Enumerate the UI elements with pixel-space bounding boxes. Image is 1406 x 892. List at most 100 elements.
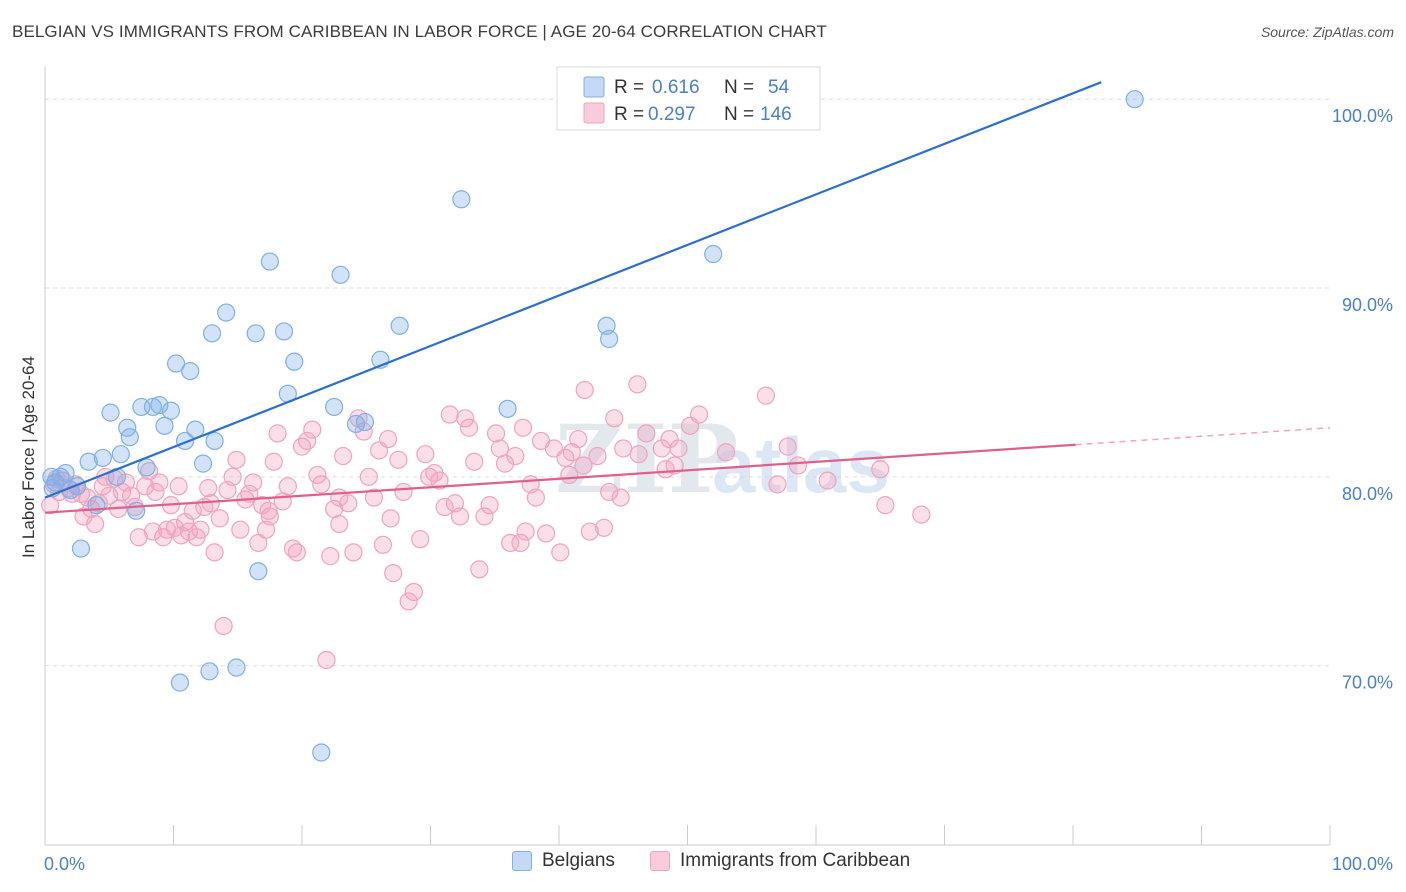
gridlines — [45, 98, 1330, 667]
watermark-atlas: atlas — [712, 421, 890, 509]
belgian-point — [193, 454, 213, 473]
y-tick-labels: 70.0% 80.0% 90.0% 100.0% — [1332, 106, 1393, 692]
legend-n-value-belgians: 54 — [768, 77, 790, 98]
caribbean-point — [537, 524, 556, 543]
belgian-point — [217, 303, 236, 322]
caribbean-trendline-extension — [1075, 426, 1331, 446]
caribbean-point — [394, 482, 413, 502]
caribbean-point — [600, 482, 619, 502]
caribbean-point — [143, 522, 163, 541]
belgian-point — [355, 412, 375, 432]
caribbean-point — [191, 520, 210, 539]
caribbean-point — [364, 488, 384, 507]
belgian-point — [166, 354, 186, 373]
y-tick-label: 90.0% — [1342, 295, 1393, 315]
belgian-point — [704, 244, 723, 264]
caribbean-point — [169, 477, 188, 496]
belgian-point — [260, 252, 279, 271]
belgian-point — [111, 445, 130, 464]
belgian-point — [101, 403, 120, 422]
caribbean-point — [308, 465, 327, 485]
caribbean-point — [486, 424, 506, 443]
caribbean-point — [516, 522, 535, 541]
belgian-point — [246, 324, 265, 343]
caribbean-point — [818, 471, 837, 490]
caribbean-point — [378, 429, 398, 449]
legend-n-label-belgians: N = — [724, 77, 754, 98]
legend-item-caribbean: Immigrants from Caribbean — [650, 850, 910, 872]
legend-r-value-belgians: 0.616 — [652, 77, 700, 98]
caribbean-point — [456, 409, 475, 428]
caribbean-point — [689, 405, 709, 424]
caribbean-point — [450, 507, 470, 526]
caribbean-point — [628, 375, 647, 394]
caribbean-point — [373, 535, 393, 554]
belgian-point — [600, 329, 619, 349]
caribbean-point — [470, 560, 489, 579]
caribbean-point — [260, 507, 279, 526]
legend-n-label-caribbean: N = — [724, 104, 754, 125]
belgian-point — [227, 658, 246, 677]
caribbean-point — [214, 616, 233, 636]
legend-swatch-caribbean — [583, 102, 605, 124]
caribbean-point — [86, 514, 105, 534]
belgian-point — [181, 361, 200, 381]
y-tick-label: 70.0% — [1342, 673, 1393, 693]
watermark-zip: ZIP — [555, 405, 738, 515]
caribbean-point — [330, 488, 349, 507]
caribbean-point — [278, 477, 297, 496]
belgian-point — [325, 397, 344, 417]
caribbean-point — [511, 533, 530, 553]
caribbean-point — [330, 514, 349, 534]
caribbean-point — [303, 420, 322, 439]
belgian-point — [143, 397, 163, 417]
belgian-point — [93, 448, 112, 468]
legend-r-value-caribbean: 0.297 — [648, 104, 696, 125]
belgian-point — [249, 562, 268, 581]
caribbean-point — [513, 418, 533, 437]
caribbean-point — [459, 418, 479, 437]
legend-swatch-caribbean-bottom — [650, 851, 670, 871]
caribbean-point — [506, 446, 525, 466]
caribbean-point — [665, 456, 684, 475]
caribbean-point — [136, 477, 155, 496]
caribbean-point — [150, 473, 169, 492]
caribbean-point — [411, 530, 430, 549]
caribbean-point — [614, 439, 633, 458]
caribbean-point — [359, 467, 378, 486]
belgian-point — [200, 662, 219, 681]
belgian-point — [274, 322, 294, 341]
legend-label-caribbean: Immigrants from Caribbean — [680, 850, 911, 871]
caribbean-point — [334, 446, 353, 466]
caribbean-point — [321, 547, 340, 566]
axes — [44, 66, 1331, 846]
caribbean-point — [788, 456, 808, 475]
belgian-point — [155, 416, 174, 435]
belgian-point — [452, 190, 471, 209]
caribbean-point — [210, 509, 229, 528]
legend-label-belgians: Belgians — [542, 850, 615, 871]
caribbean-trendline — [44, 443, 1076, 514]
x-tick-label: 0.0% — [44, 854, 85, 874]
caribbean-point — [465, 452, 484, 471]
legend-swatch-belgians — [583, 76, 605, 98]
caribbean-point — [165, 518, 184, 537]
caribbean-point — [264, 452, 283, 471]
watermark: ZIP atlas — [555, 405, 890, 515]
belgian-point — [498, 399, 517, 418]
caribbean-point — [551, 543, 570, 562]
legend-bottom: Belgians Immigrants from Caribbean — [0, 850, 1406, 880]
caribbean-point — [259, 501, 278, 520]
caribbean-point — [778, 437, 797, 456]
caribbean-point — [490, 439, 509, 458]
caribbean-point — [416, 445, 435, 464]
legend-r-label-caribbean: R = — [614, 104, 644, 125]
legend-item-belgians: Belgians — [512, 850, 615, 872]
belgian-point — [390, 316, 409, 335]
belgian-point — [202, 324, 222, 343]
caribbean-point — [312, 475, 331, 494]
y-tick-label: 80.0% — [1342, 484, 1393, 504]
caribbean-point — [89, 494, 109, 513]
caribbean-point — [871, 460, 890, 479]
